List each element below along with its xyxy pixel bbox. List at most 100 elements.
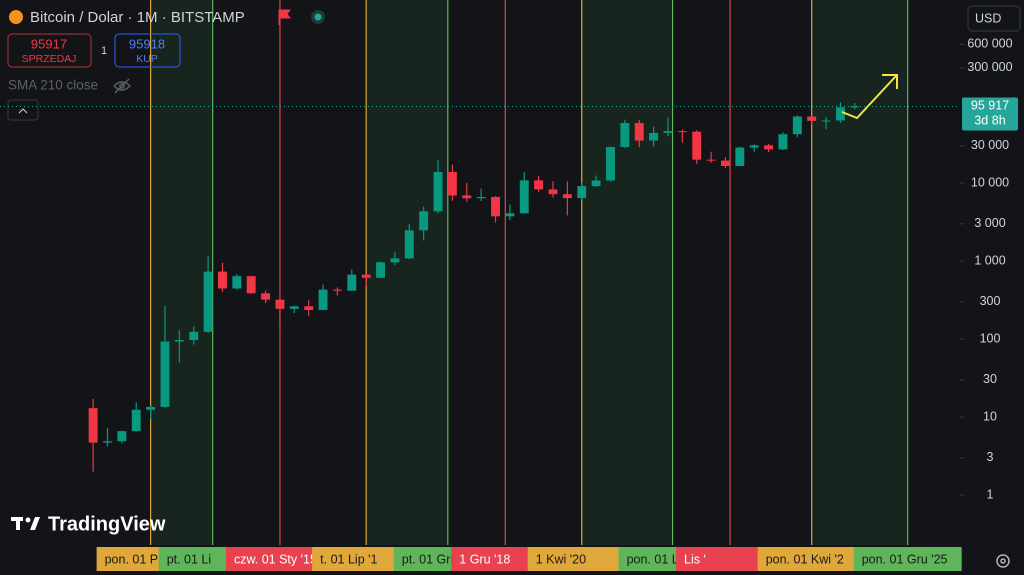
status-dot xyxy=(314,13,322,21)
candle-body xyxy=(390,258,400,263)
currency: USD xyxy=(975,11,1001,25)
candle-body xyxy=(764,145,774,150)
candle-body xyxy=(476,196,486,199)
logo-mark xyxy=(11,517,40,530)
y-tick-label: 300 xyxy=(980,294,1001,308)
event-label: 1 Gru '18 xyxy=(459,552,510,566)
candle-body xyxy=(318,289,328,310)
y-tick-label: 1 xyxy=(987,487,994,501)
candle-body xyxy=(174,340,184,342)
candle-body xyxy=(663,131,673,133)
candle-body xyxy=(332,289,342,291)
event-label: Lis ' xyxy=(684,552,706,566)
candle-body xyxy=(232,276,242,289)
event-label: 1 Kwi '20 xyxy=(536,552,586,566)
y-tick-label: 30 000 xyxy=(971,138,1009,152)
candle-body xyxy=(706,159,716,161)
candle-body xyxy=(505,213,515,217)
eye-off-icon[interactable] xyxy=(113,78,131,94)
cycle-shade xyxy=(581,0,673,545)
candle-body xyxy=(692,131,702,160)
event-label: czw. 01 Sty '15 xyxy=(234,552,317,566)
buy-price: 95918 xyxy=(129,36,165,51)
candle-body xyxy=(634,123,644,141)
candle-body xyxy=(534,180,544,190)
candle-body xyxy=(721,160,730,166)
candle-body xyxy=(347,274,357,291)
settings-icon[interactable] xyxy=(996,554,1010,568)
candle-body xyxy=(850,106,860,108)
y-tick-label: 100 xyxy=(980,331,1001,345)
sell-button[interactable] xyxy=(7,33,92,68)
price-countdown: 3d 8h xyxy=(974,114,1005,128)
candle-body xyxy=(577,186,587,199)
y-tick-label: 3 xyxy=(987,450,994,464)
candle-body xyxy=(677,131,687,133)
candle-body xyxy=(404,230,414,259)
currency-button[interactable] xyxy=(967,5,1021,32)
candle-body xyxy=(246,276,256,294)
candle-body xyxy=(519,180,529,214)
candle-body xyxy=(548,189,558,195)
candle-body xyxy=(189,331,199,341)
candle-body xyxy=(361,274,371,278)
y-tick-label: 3 000 xyxy=(974,216,1005,230)
y-tick-label: 10 000 xyxy=(971,175,1009,189)
candle-body xyxy=(649,132,659,141)
sell-price: 95917 xyxy=(31,36,67,51)
event-label-box xyxy=(527,547,636,571)
event-label: t. 01 Lip '1 xyxy=(320,552,377,566)
candle-body xyxy=(749,145,759,148)
candle-body xyxy=(778,134,788,150)
chevron xyxy=(18,108,28,114)
spread: 1 xyxy=(101,45,107,57)
candle-body xyxy=(203,271,213,332)
candle-body xyxy=(304,306,314,310)
y-tick-label: 30 xyxy=(983,372,997,386)
candle-body xyxy=(433,171,443,212)
y-tick-label: 1 000 xyxy=(974,253,1005,267)
candle-body xyxy=(807,116,817,121)
y-tick-label: 600 000 xyxy=(967,37,1012,51)
event-label: pon. 01 Kwi '2 xyxy=(766,552,844,566)
candle-body xyxy=(289,306,299,309)
candle-body xyxy=(261,293,271,300)
y-tick-label: 10 xyxy=(983,409,997,423)
candle-body xyxy=(275,299,285,309)
candle-body xyxy=(462,195,472,199)
event-label-box xyxy=(757,547,866,571)
cycle-shade xyxy=(150,0,213,545)
candle-body xyxy=(835,107,845,121)
candle-body xyxy=(562,194,572,199)
candle-body xyxy=(591,180,601,187)
candle-body xyxy=(620,123,630,147)
candle-body xyxy=(131,409,141,432)
candle-body xyxy=(376,262,386,278)
sell-label: SPRZEDAJ xyxy=(22,53,77,65)
logo-text: TradingView xyxy=(48,513,166,535)
coin-icon xyxy=(9,10,23,24)
event-label-box xyxy=(853,547,962,571)
flag-icon[interactable] xyxy=(278,9,291,25)
event-label: pon. 01 Pa xyxy=(105,552,166,566)
drawn-arrow xyxy=(841,75,897,120)
candle-body xyxy=(103,441,112,443)
collapse-button[interactable] xyxy=(7,99,39,121)
candle-body xyxy=(419,211,429,231)
candle-body xyxy=(792,116,802,135)
candle-body xyxy=(491,196,500,217)
candle-body xyxy=(218,271,227,289)
candle-body xyxy=(606,146,615,181)
indicator-name[interactable]: SMA 210 close xyxy=(8,78,98,93)
candle-body xyxy=(821,120,831,122)
event-label: pt. 01 Li xyxy=(167,552,211,566)
price-tag xyxy=(962,97,1018,131)
candle-body xyxy=(735,147,745,166)
symbol-title[interactable]: Bitcoin / Dolar · 1M · BITSTAMP xyxy=(30,9,245,26)
candle-body xyxy=(146,406,156,410)
candle-body xyxy=(117,431,127,442)
price-tag-label: 95 917 xyxy=(971,99,1009,113)
buy-label: KUP xyxy=(136,53,158,65)
buy-button[interactable] xyxy=(114,33,181,68)
